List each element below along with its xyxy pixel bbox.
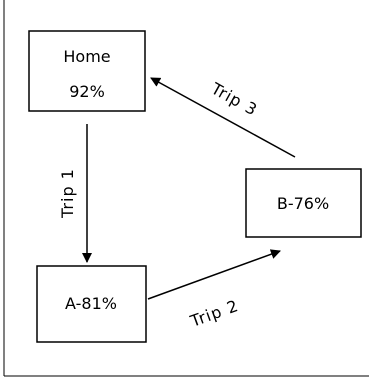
node-home-title: Home xyxy=(63,47,110,66)
node-a-box xyxy=(36,265,147,343)
node-home: Home 92% xyxy=(28,30,146,112)
node-b-box xyxy=(245,168,362,238)
edge-trip-3-arrow xyxy=(150,77,296,158)
node-b: B-76% xyxy=(245,168,362,238)
edge-trip-2-label: Trip 2 xyxy=(187,296,241,331)
node-b-label: B-76% xyxy=(277,194,329,213)
node-home-box xyxy=(28,30,146,112)
edge-trip-2-arrow xyxy=(147,249,281,300)
node-home-percent: 92% xyxy=(69,82,105,101)
edge-trip-1-label: Trip 1 xyxy=(58,168,77,219)
node-a-label: A-81% xyxy=(65,294,117,313)
node-a: A-81% xyxy=(36,265,147,343)
